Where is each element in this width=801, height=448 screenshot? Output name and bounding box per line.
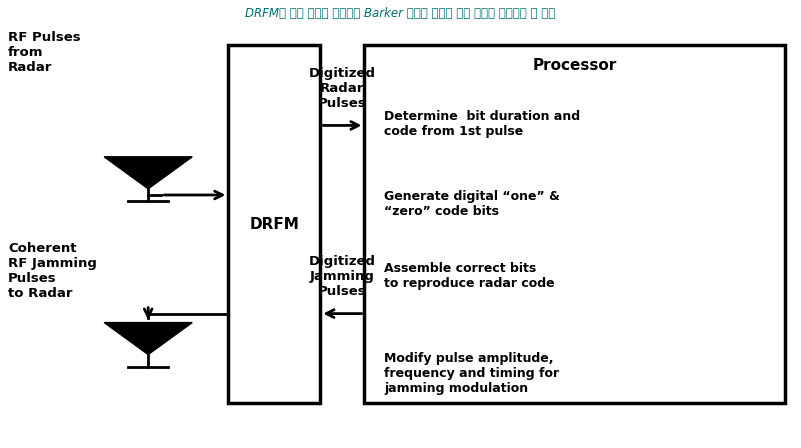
Text: DRFM을 갖는 재머는 레이다의 Barker 코드와 동일한 재밍 펜스를 만들어낼 수 있다: DRFM을 갖는 재머는 레이다의 Barker 코드와 동일한 재밍 펜스를 … xyxy=(245,7,556,20)
Bar xyxy=(364,45,785,403)
Bar xyxy=(228,45,320,403)
Text: RF Pulses
from
Radar: RF Pulses from Radar xyxy=(8,31,81,74)
Text: Processor: Processor xyxy=(533,58,617,73)
Text: Assemble correct bits
to reproduce radar code: Assemble correct bits to reproduce radar… xyxy=(384,262,555,290)
Polygon shape xyxy=(104,323,192,355)
Polygon shape xyxy=(104,157,192,189)
Text: DRFM: DRFM xyxy=(249,216,300,232)
Text: Digitized
Jamming
Pulses: Digitized Jamming Pulses xyxy=(309,255,376,298)
Text: Generate digital “one” &
“zero” code bits: Generate digital “one” & “zero” code bit… xyxy=(384,190,561,218)
Text: Modify pulse amplitude,
frequency and timing for
jamming modulation: Modify pulse amplitude, frequency and ti… xyxy=(384,352,560,395)
Text: Digitized
Radar
Pulses: Digitized Radar Pulses xyxy=(309,67,376,110)
Text: Determine  bit duration and
code from 1st pulse: Determine bit duration and code from 1st… xyxy=(384,110,581,138)
Text: Coherent
RF Jamming
Pulses
to Radar: Coherent RF Jamming Pulses to Radar xyxy=(8,242,97,300)
